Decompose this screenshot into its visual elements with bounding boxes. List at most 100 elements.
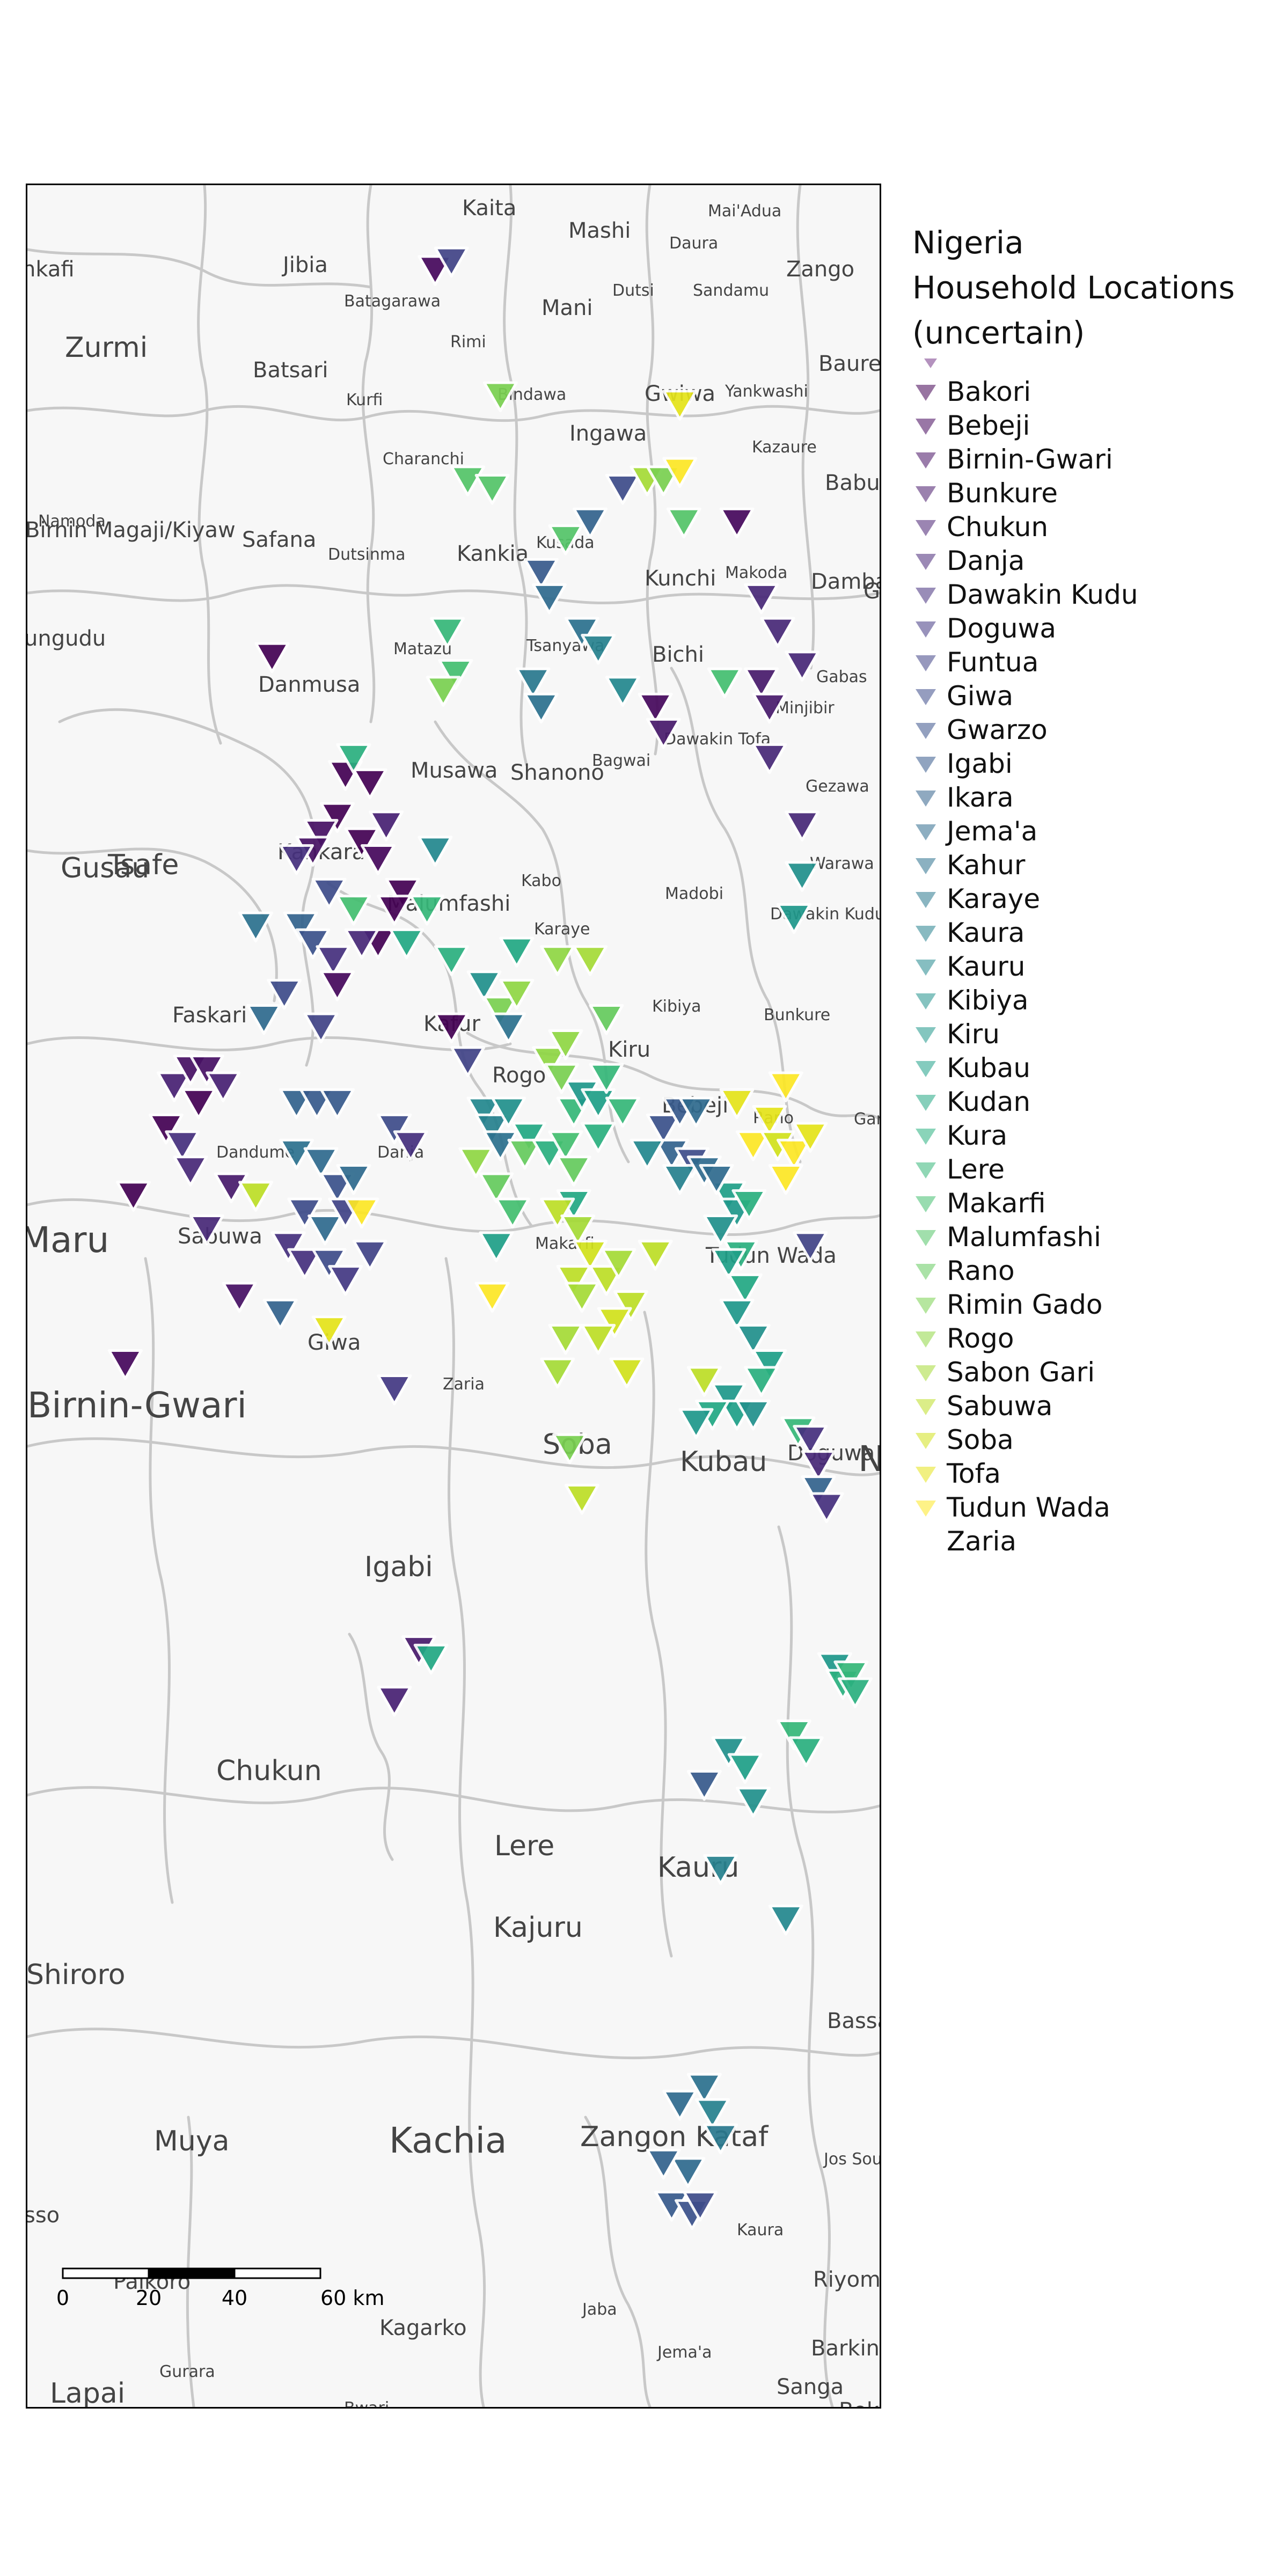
household-marker[interactable]	[833, 1660, 869, 1692]
household-marker[interactable]	[238, 911, 273, 942]
household-marker[interactable]	[801, 1450, 836, 1481]
household-marker[interactable]	[540, 945, 575, 976]
household-marker[interactable]	[466, 1096, 502, 1128]
household-marker[interactable]	[638, 1240, 673, 1271]
household-marker[interactable]	[254, 642, 290, 674]
household-marker[interactable]	[573, 507, 608, 539]
household-marker[interactable]	[385, 877, 420, 909]
household-marker[interactable]	[499, 978, 535, 1010]
household-marker[interactable]	[719, 1088, 755, 1119]
household-markers[interactable]	[107, 246, 873, 2230]
household-marker[interactable]	[776, 903, 811, 934]
household-marker[interactable]	[670, 2157, 706, 2188]
household-marker[interactable]	[760, 617, 795, 648]
household-marker[interactable]	[564, 617, 599, 648]
household-marker[interactable]	[418, 836, 453, 867]
household-marker[interactable]	[556, 1265, 591, 1296]
household-marker[interactable]	[540, 1197, 575, 1229]
household-marker[interactable]	[581, 634, 616, 665]
household-marker[interactable]	[605, 474, 640, 505]
household-marker[interactable]	[336, 1163, 371, 1195]
household-marker[interactable]	[377, 1113, 412, 1145]
household-marker[interactable]	[303, 1147, 339, 1179]
household-marker[interactable]	[222, 1282, 257, 1313]
household-marker[interactable]	[267, 978, 302, 1010]
map-canvas[interactable]: Kaita Mashi Mai'Adua nkafi Jibia Daura Zango Du…	[27, 185, 880, 2407]
household-marker[interactable]	[474, 474, 510, 505]
household-marker[interactable]	[148, 1113, 184, 1145]
household-marker[interactable]	[752, 692, 787, 724]
household-marker[interactable]	[393, 1130, 428, 1161]
household-marker[interactable]	[450, 465, 486, 496]
household-marker[interactable]	[548, 1130, 583, 1161]
household-marker[interactable]	[499, 936, 535, 968]
household-marker[interactable]	[552, 1433, 588, 1465]
household-marker[interactable]	[369, 810, 404, 841]
household-marker[interactable]	[523, 692, 559, 724]
household-marker[interactable]	[319, 802, 355, 833]
household-marker[interactable]	[785, 810, 820, 841]
household-marker[interactable]	[246, 1004, 282, 1035]
household-marker[interactable]	[319, 970, 355, 1001]
household-marker[interactable]	[630, 1138, 665, 1170]
household-marker[interactable]	[597, 1307, 632, 1338]
household-marker[interactable]	[727, 1753, 763, 1784]
household-marker[interactable]	[727, 1273, 763, 1305]
household-marker[interactable]	[744, 1366, 779, 1397]
household-marker[interactable]	[694, 2098, 730, 2129]
household-marker[interactable]	[662, 457, 698, 488]
household-marker[interactable]	[523, 558, 559, 589]
household-marker[interactable]	[719, 507, 755, 539]
household-marker[interactable]	[809, 1492, 844, 1524]
household-marker[interactable]	[311, 1248, 347, 1279]
household-marker[interactable]	[711, 1382, 747, 1414]
household-marker[interactable]	[377, 895, 412, 926]
household-marker[interactable]	[532, 583, 567, 614]
household-marker[interactable]	[731, 1189, 767, 1220]
household-marker[interactable]	[482, 1130, 518, 1161]
household-marker[interactable]	[438, 659, 473, 690]
household-marker[interactable]	[352, 768, 387, 800]
household-marker[interactable]	[189, 1055, 224, 1086]
household-marker[interactable]	[409, 895, 445, 926]
household-marker[interactable]	[352, 1240, 387, 1271]
household-marker[interactable]	[735, 1130, 771, 1161]
household-marker[interactable]	[544, 1063, 579, 1094]
household-marker[interactable]	[474, 1282, 510, 1313]
household-marker[interactable]	[662, 2089, 698, 2121]
household-marker[interactable]	[638, 692, 673, 724]
household-marker[interactable]	[532, 1046, 567, 1077]
household-marker[interactable]	[189, 1214, 224, 1246]
household-marker[interactable]	[601, 1248, 636, 1279]
household-marker[interactable]	[316, 945, 351, 976]
household-marker[interactable]	[605, 676, 640, 707]
household-marker[interactable]	[744, 667, 779, 699]
household-marker[interactable]	[344, 928, 379, 960]
household-marker[interactable]	[511, 1122, 547, 1153]
household-marker[interactable]	[719, 1298, 755, 1330]
household-marker[interactable]	[560, 1214, 596, 1246]
household-marker[interactable]	[801, 1475, 836, 1506]
household-marker[interactable]	[287, 1197, 323, 1229]
household-marker[interactable]	[609, 1357, 645, 1389]
household-marker[interactable]	[711, 1248, 747, 1279]
household-marker[interactable]	[336, 743, 371, 774]
household-marker[interactable]	[482, 381, 518, 413]
household-marker[interactable]	[793, 1425, 828, 1456]
household-marker[interactable]	[837, 1677, 873, 1709]
household-marker[interactable]	[466, 970, 502, 1001]
household-marker[interactable]	[678, 1096, 714, 1128]
household-marker[interactable]	[686, 1366, 722, 1397]
household-marker[interactable]	[107, 1349, 143, 1380]
household-marker[interactable]	[206, 1071, 241, 1102]
household-marker[interactable]	[662, 390, 698, 421]
household-marker[interactable]	[793, 1122, 828, 1153]
household-marker[interactable]	[683, 2191, 718, 2222]
household-marker[interactable]	[360, 844, 396, 875]
household-marker[interactable]	[678, 1408, 714, 1439]
household-marker[interactable]	[776, 1719, 811, 1751]
household-marker[interactable]	[377, 1374, 412, 1406]
household-marker[interactable]	[430, 617, 465, 648]
household-marker[interactable]	[479, 1172, 514, 1204]
household-marker[interactable]	[344, 827, 379, 859]
